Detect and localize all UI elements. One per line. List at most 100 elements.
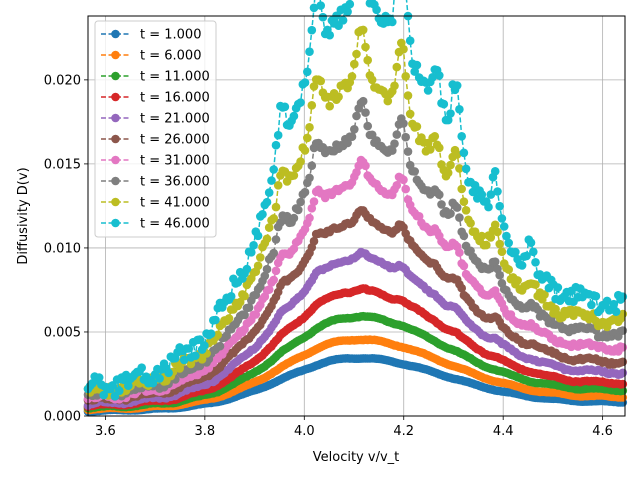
y-axis-label: Diffusivity D(v) [16,167,31,264]
data-point [296,98,305,107]
data-point [294,205,303,215]
data-point [490,220,500,230]
data-point [495,270,505,280]
data-point [446,160,455,170]
data-point [455,248,464,257]
data-point [511,247,520,257]
data-point [307,204,317,213]
data-point [452,203,462,212]
legend-item: t = 36.000 [101,175,210,190]
data-point [240,291,249,301]
data-point [271,235,281,244]
data-point [493,187,502,196]
data-point [94,373,104,382]
data-point [191,351,200,361]
legend-marker [111,155,120,165]
data-point [269,214,279,223]
data-point [459,231,469,241]
data-point [428,73,437,82]
data-point [495,239,505,249]
legend-marker [111,197,120,207]
legend-item: t = 11.000 [101,70,210,85]
legend-marker [111,218,120,228]
data-point [493,227,502,237]
data-point [352,168,361,177]
data-point [477,231,487,241]
data-point [587,300,596,310]
data-point [392,62,402,72]
data-point [358,25,368,35]
data-point [618,379,628,389]
data-point [468,187,478,197]
data-point [401,72,411,81]
legend-item: t = 26.000 [101,133,210,148]
data-point [262,234,272,244]
data-point [609,299,619,309]
plot-frame [87,15,626,417]
data-point [484,202,493,212]
legend-label: t = 11.000 [140,70,210,85]
data-point [206,329,216,339]
data-point [430,132,440,141]
data-point [99,390,108,400]
data-point [309,197,319,206]
data-point [352,111,361,121]
axis-ticks: 3.6 3.8 4.0 4.2 4.4 4.6 0.000 0.005 0.010 0.015 0.… [44,73,613,439]
data-point [522,251,531,261]
data-point [289,111,299,121]
data-point [273,181,283,190]
data-point [305,213,314,223]
data-point [372,5,381,15]
data-point [526,238,536,247]
legend-marker [111,113,120,123]
data-point [618,326,628,335]
legend-label: t = 1.000 [140,28,201,43]
legend-marker [111,92,120,102]
data-point [352,49,361,59]
legend-item: t = 1.000 [101,28,201,43]
legend-label: t = 26.000 [140,133,210,148]
legend-label: t = 36.000 [140,175,210,190]
data-point [296,197,305,207]
data-point [439,99,449,109]
data-point [446,109,455,118]
data-point [184,344,193,353]
data-point [383,96,393,106]
data-point [452,81,462,90]
data-point [179,355,189,365]
data-point [361,108,370,117]
y-tick-label: 0.010 [44,241,81,256]
data-point [300,146,310,155]
data-point [495,201,505,211]
data-point [392,130,402,139]
data-point [115,386,124,396]
data-point [200,341,209,350]
data-point [186,359,196,369]
data-point [513,276,522,285]
data-point [269,248,279,258]
data-point [591,291,601,301]
data-point [347,132,357,141]
data-point [303,133,312,143]
data-point [390,139,399,148]
data-point [264,188,274,197]
data-point [124,381,133,391]
data-point [399,119,408,128]
data-point [437,200,446,209]
data-point [363,55,373,65]
data-point [446,209,455,218]
data-point [466,218,475,228]
data-point [363,121,373,131]
data-point [531,258,540,267]
data-point [309,236,319,246]
data-point [164,368,173,378]
data-point [213,330,223,340]
data-point [410,67,420,76]
data-point [435,190,444,199]
data-point [452,150,462,159]
y-tick-label: 0.005 [44,325,81,340]
data-point [388,146,397,155]
legend-item: t = 21.000 [101,112,210,127]
legend-marker [111,50,120,60]
